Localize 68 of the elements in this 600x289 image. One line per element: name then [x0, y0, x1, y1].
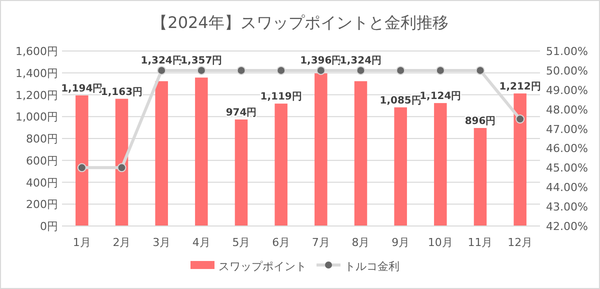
point [196, 66, 206, 75]
y2-tick-label: 42.00% [546, 220, 588, 233]
y-tick-label: 800円 [26, 132, 58, 146]
bar [514, 93, 526, 226]
y-tick-label: 1,200円 [16, 88, 58, 102]
bar [76, 95, 88, 226]
y-tick-label: 200円 [26, 198, 58, 212]
x-tick-label: 9月 [392, 236, 410, 249]
data-label: 1,124円 [420, 91, 462, 102]
x-tick-label: 8月 [352, 236, 370, 249]
x-tick-label: 6月 [272, 236, 290, 249]
data-label: 1,085円 [380, 95, 422, 106]
y2-tick-label: 44.00% [546, 181, 588, 194]
y2-tick-label: 48.00% [546, 103, 588, 116]
bar [155, 81, 168, 226]
bar [115, 98, 128, 226]
x-tick-label: 12月 [508, 236, 533, 249]
bar [474, 128, 487, 226]
legend-label: トルコ金利 [344, 260, 400, 273]
data-label: 896円 [464, 116, 496, 127]
point [476, 66, 485, 75]
y2-tick-label: 45.00% [546, 162, 588, 175]
x-tick-label: 7月 [312, 236, 330, 249]
x-tick-label: 2月 [112, 236, 131, 249]
y2-tick-label: 50.00% [546, 64, 588, 78]
data-label: 1,357円 [180, 55, 222, 66]
point [117, 163, 126, 172]
y2-tick-label: 47.00% [546, 122, 588, 136]
data-label: 1,119円 [260, 92, 302, 103]
point [516, 114, 525, 124]
bar [234, 119, 248, 226]
y2-tick-label: 49.00% [546, 84, 588, 97]
data-label: 1,163円 [100, 86, 143, 98]
bar [354, 81, 368, 226]
x-tick-label: 3月 [152, 236, 171, 249]
y2-tick-label: 51.00% [546, 45, 588, 58]
chart-title: 【2024年】スワップポイントと金利推移 [152, 13, 448, 32]
y-tick-label: 400円 [26, 176, 58, 190]
point [236, 66, 246, 75]
bar [195, 78, 208, 226]
x-tick-label: 4月 [192, 236, 210, 249]
bar [274, 104, 288, 226]
y2-tick-label: 46.00% [546, 142, 588, 156]
y2-tick-label: 43.00% [546, 200, 588, 214]
point [316, 66, 326, 75]
data-label: 974円 [226, 107, 257, 118]
data-label: 1,324円 [340, 55, 382, 66]
point [436, 66, 445, 75]
point [77, 163, 86, 172]
x-tick-label: 1月 [72, 236, 91, 249]
bar [434, 103, 447, 226]
y-tick-label: 1,600円 [16, 45, 58, 58]
bar [394, 107, 407, 226]
y-tick-label: 1,000円 [16, 110, 58, 124]
y-tick-label: 0円 [40, 220, 58, 233]
y-tick-label: 1,400円 [16, 66, 58, 80]
point [356, 66, 366, 75]
legend-label: スワップポイント [218, 260, 306, 273]
data-label: 1,194円 [61, 83, 103, 94]
y-tick-label: 600円 [26, 154, 58, 168]
bar [314, 73, 328, 226]
data-label: 1,212円 [499, 81, 541, 92]
x-tick-label: 11月 [468, 236, 493, 249]
point [157, 66, 166, 75]
point [396, 66, 406, 75]
point [276, 66, 286, 75]
x-tick-label: 10月 [428, 236, 453, 249]
x-tick-label: 5月 [232, 236, 250, 249]
